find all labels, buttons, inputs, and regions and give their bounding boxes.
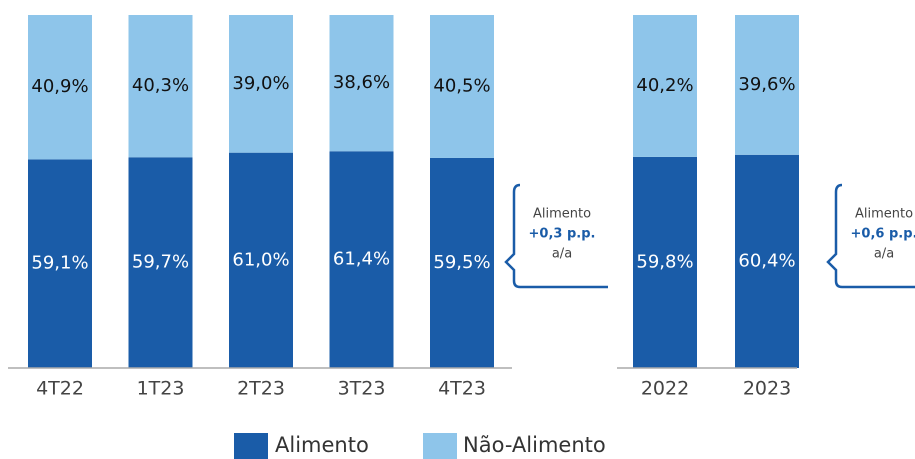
- bar-segment: [735, 15, 799, 155]
- bar-segment: [430, 15, 494, 158]
- bar-segment: [128, 157, 193, 368]
- value-label: 59,8%: [636, 251, 693, 272]
- annotation: a/a: [874, 247, 894, 262]
- legend-label: Alimento: [275, 433, 369, 457]
- annotation: Alimento: [855, 207, 913, 222]
- value-label: 39,0%: [232, 73, 289, 94]
- bar-segment: [633, 156, 697, 368]
- x-tick-label: 1T23: [137, 378, 185, 400]
- legend-swatch: [234, 433, 268, 459]
- bar-segment: [128, 15, 193, 158]
- bar-segment: [329, 15, 394, 152]
- x-tick-label: 4T23: [438, 378, 486, 400]
- value-label: 61,4%: [333, 249, 390, 270]
- annotation-bracket: [504, 183, 608, 289]
- x-tick-label: 4T22: [36, 378, 84, 400]
- bar-segment: [28, 15, 92, 160]
- x-tick-label: 2T23: [237, 378, 285, 400]
- value-label: 40,5%: [433, 75, 490, 96]
- value-label: 38,6%: [333, 72, 390, 93]
- bar-segment: [329, 151, 394, 368]
- x-tick-label: 3T23: [338, 378, 386, 400]
- x-tick-label: 2023: [743, 378, 791, 400]
- value-label: 39,6%: [738, 74, 795, 95]
- bar-segment: [28, 159, 92, 368]
- value-label: 59,5%: [433, 252, 490, 273]
- bar-segment: [229, 152, 293, 368]
- legend-label: Não-Alimento: [463, 433, 606, 457]
- value-label: 40,2%: [636, 75, 693, 96]
- annotation: Alimento: [533, 207, 591, 222]
- bar-segment: [735, 154, 799, 368]
- value-label: 61,0%: [232, 249, 289, 270]
- annotation: +0,6 p.p.: [851, 227, 915, 242]
- value-label: 40,3%: [132, 75, 189, 96]
- value-label: 59,1%: [31, 253, 88, 274]
- x-tick-label: 2022: [641, 378, 689, 400]
- bar-segment: [229, 15, 293, 153]
- bar-segment: [633, 15, 697, 157]
- annotation-bracket: [826, 183, 915, 289]
- value-label: 60,4%: [738, 250, 795, 271]
- bar-segment: [430, 157, 494, 368]
- value-label: 40,9%: [31, 76, 88, 97]
- annotation: +0,3 p.p.: [529, 227, 596, 242]
- legend-swatch: [423, 433, 457, 459]
- value-label: 59,7%: [132, 252, 189, 273]
- annotation: a/a: [552, 247, 572, 262]
